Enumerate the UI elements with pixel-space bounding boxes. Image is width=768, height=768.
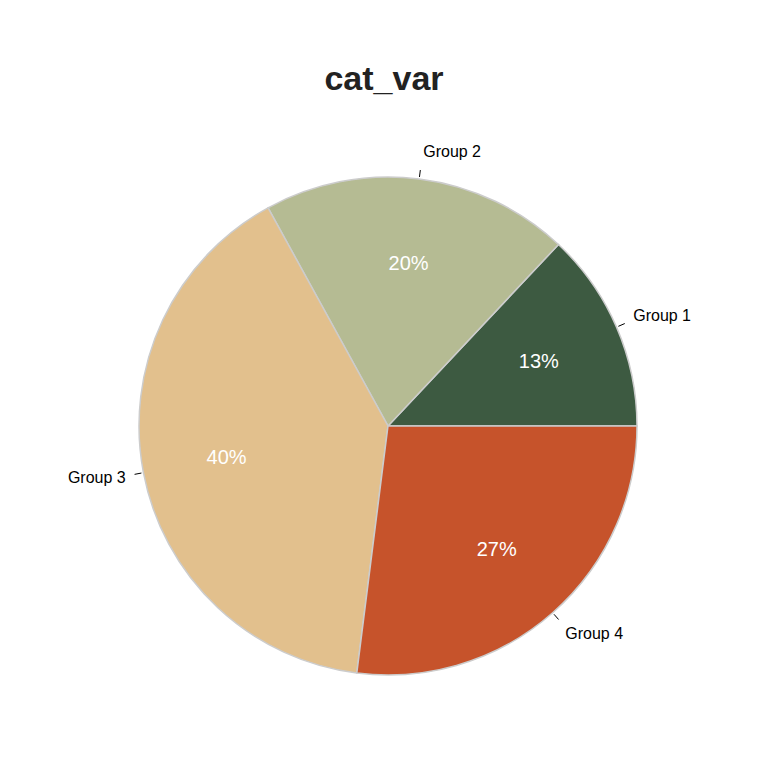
svg-text:Group 2: Group 2 xyxy=(423,143,481,160)
svg-text:Group 3: Group 3 xyxy=(68,469,126,486)
svg-text:13%: 13% xyxy=(519,350,559,372)
svg-text:20%: 20% xyxy=(389,252,429,274)
svg-text:Group 4: Group 4 xyxy=(565,625,623,642)
svg-text:40%: 40% xyxy=(207,446,247,468)
svg-text:Group 1: Group 1 xyxy=(633,307,691,324)
svg-text:27%: 27% xyxy=(477,538,517,560)
html-text:cat_var: cat_var xyxy=(324,59,444,97)
